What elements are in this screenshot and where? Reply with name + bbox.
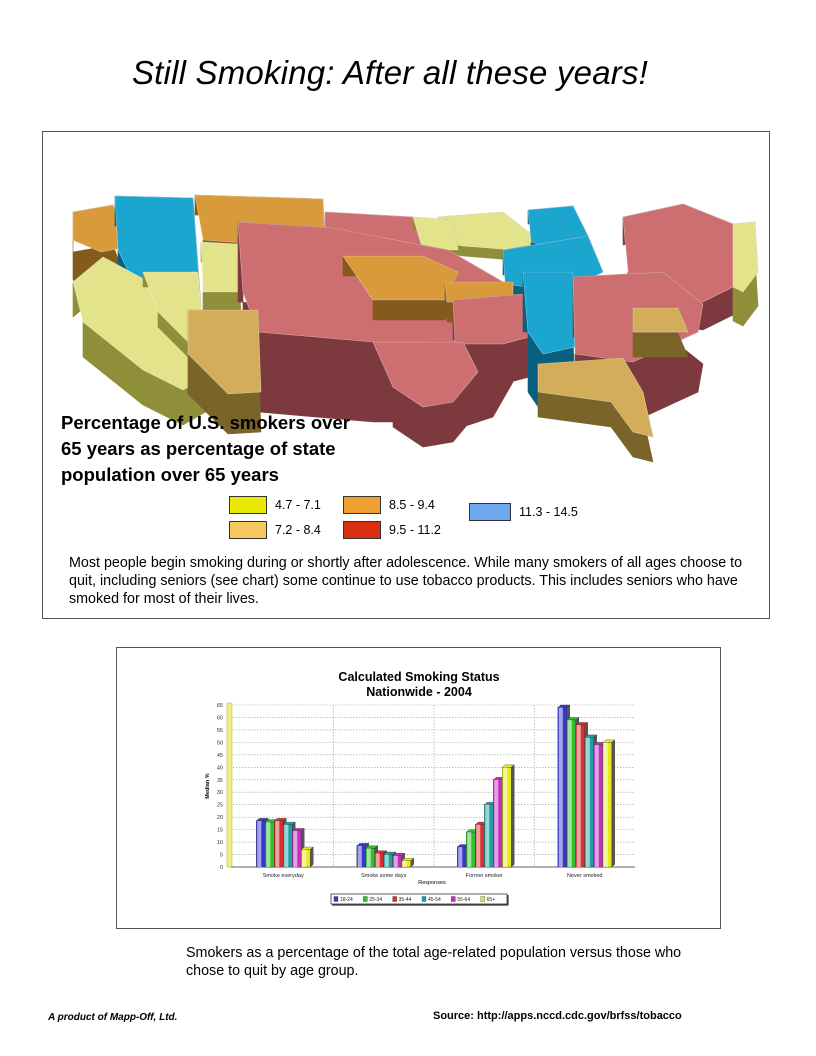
x-tick-label: Never smoked xyxy=(567,873,602,879)
svg-text:45-54: 45-54 xyxy=(428,897,441,903)
region-texas-south xyxy=(372,341,479,448)
map-note: Most people begin smoking during or shor… xyxy=(69,555,743,607)
y-tick-label: 15 xyxy=(217,828,223,834)
map-caption: Percentage of U.S. smokers over 65 years… xyxy=(61,412,350,485)
chart-wall xyxy=(226,702,233,868)
chart-caption: Smokers as a percentage of the total age… xyxy=(186,945,682,979)
y-tick-label: 20 xyxy=(217,815,223,821)
legend-label: 7.2 - 8.4 xyxy=(275,523,321,537)
legend-swatch xyxy=(343,521,381,539)
svg-text:55-64: 55-64 xyxy=(457,897,470,903)
chart-legend: 18-24 25-34 35-44 45-54 55-64 65+ xyxy=(330,893,509,906)
region-arizona xyxy=(187,309,262,435)
x-tick-label: Former smoker xyxy=(466,873,503,879)
legend-swatch xyxy=(469,503,511,521)
svg-text:25-34: 25-34 xyxy=(369,897,382,903)
legend-item-11.3-14.5: 11.3 - 14.5 xyxy=(469,503,578,521)
y-tick-label: 5 xyxy=(220,853,223,859)
y-tick-label: 50 xyxy=(217,740,223,746)
chart-panel: Calculated Smoking Status Nationwide - 20… xyxy=(116,647,721,929)
svg-text:18-24: 18-24 xyxy=(340,897,353,903)
bar-former-smoker-65+ xyxy=(501,764,515,868)
legend-entry-55-64: 55-64 xyxy=(451,896,470,903)
region-new-england xyxy=(732,221,759,327)
chart-title: Calculated Smoking Status xyxy=(338,670,499,684)
legend-item-7.2-8.4: 7.2 - 8.4 xyxy=(229,521,321,539)
legend-item-4.7-7.1: 4.7 - 7.1 xyxy=(229,496,321,514)
legend-label: 4.7 - 7.1 xyxy=(275,498,321,512)
footer-credit: A product of Mapp-Off, Ltd. xyxy=(48,1012,178,1023)
region-nevada-utah xyxy=(142,271,202,358)
us-3d-map xyxy=(72,194,759,463)
legend-item-8.5-9.4: 8.5 - 9.4 xyxy=(343,496,435,514)
legend-label: 8.5 - 9.4 xyxy=(389,498,435,512)
y-tick-label: 45 xyxy=(217,753,223,759)
footer-source: Source: http://apps.nccd.cdc.gov/brfss/t… xyxy=(433,1010,682,1022)
bar-smoke-everyday-65+ xyxy=(300,846,314,868)
y-tick-label: 35 xyxy=(217,778,223,784)
legend-swatch xyxy=(229,496,267,514)
bar-never-smoked-65+ xyxy=(602,739,616,868)
y-tick-label: 65 xyxy=(217,703,223,709)
page-title: Still Smoking: After all these years! xyxy=(131,54,649,91)
x-tick-label: Smoke everyday xyxy=(263,873,304,879)
bar-smoke-some-days-65+ xyxy=(401,857,415,868)
y-tick-label: 40 xyxy=(217,765,223,771)
chart-subtitle: Nationwide - 2004 xyxy=(366,685,472,699)
y-tick-label: 0 xyxy=(220,865,223,871)
svg-text:65+: 65+ xyxy=(487,897,496,903)
region-heartland xyxy=(342,255,459,321)
legend-entry-25-34: 25-34 xyxy=(363,896,382,903)
region-virginia xyxy=(632,307,689,358)
y-tick-label: 30 xyxy=(217,790,223,796)
legend-label: 11.3 - 14.5 xyxy=(519,505,578,519)
region-florida xyxy=(537,357,654,463)
y-tick-label: 60 xyxy=(217,715,223,721)
y-axis-label: Median % xyxy=(205,773,211,798)
legend-entry-18-24: 18-24 xyxy=(333,896,353,903)
svg-text:35-44: 35-44 xyxy=(399,897,412,903)
legend-swatch xyxy=(229,521,267,539)
y-tick-label: 25 xyxy=(217,803,223,809)
legend-entry-65+: 65+ xyxy=(480,896,496,903)
legend-label: 9.5 - 11.2 xyxy=(389,523,441,537)
legend-entry-35-44: 35-44 xyxy=(392,896,412,903)
legend-item-9.5-11.2: 9.5 - 11.2 xyxy=(343,521,441,539)
x-tick-label: Smoke some days xyxy=(361,873,406,879)
y-tick-label: 55 xyxy=(217,728,223,734)
y-tick-label: 10 xyxy=(217,840,223,846)
x-axis-label: Responses xyxy=(418,880,446,886)
map-panel: Percentage of U.S. smokers over 65 years… xyxy=(42,131,770,619)
region-wyoming xyxy=(200,241,242,313)
legend-entry-45-54: 45-54 xyxy=(421,896,441,903)
legend-swatch xyxy=(343,496,381,514)
bars xyxy=(255,704,616,868)
